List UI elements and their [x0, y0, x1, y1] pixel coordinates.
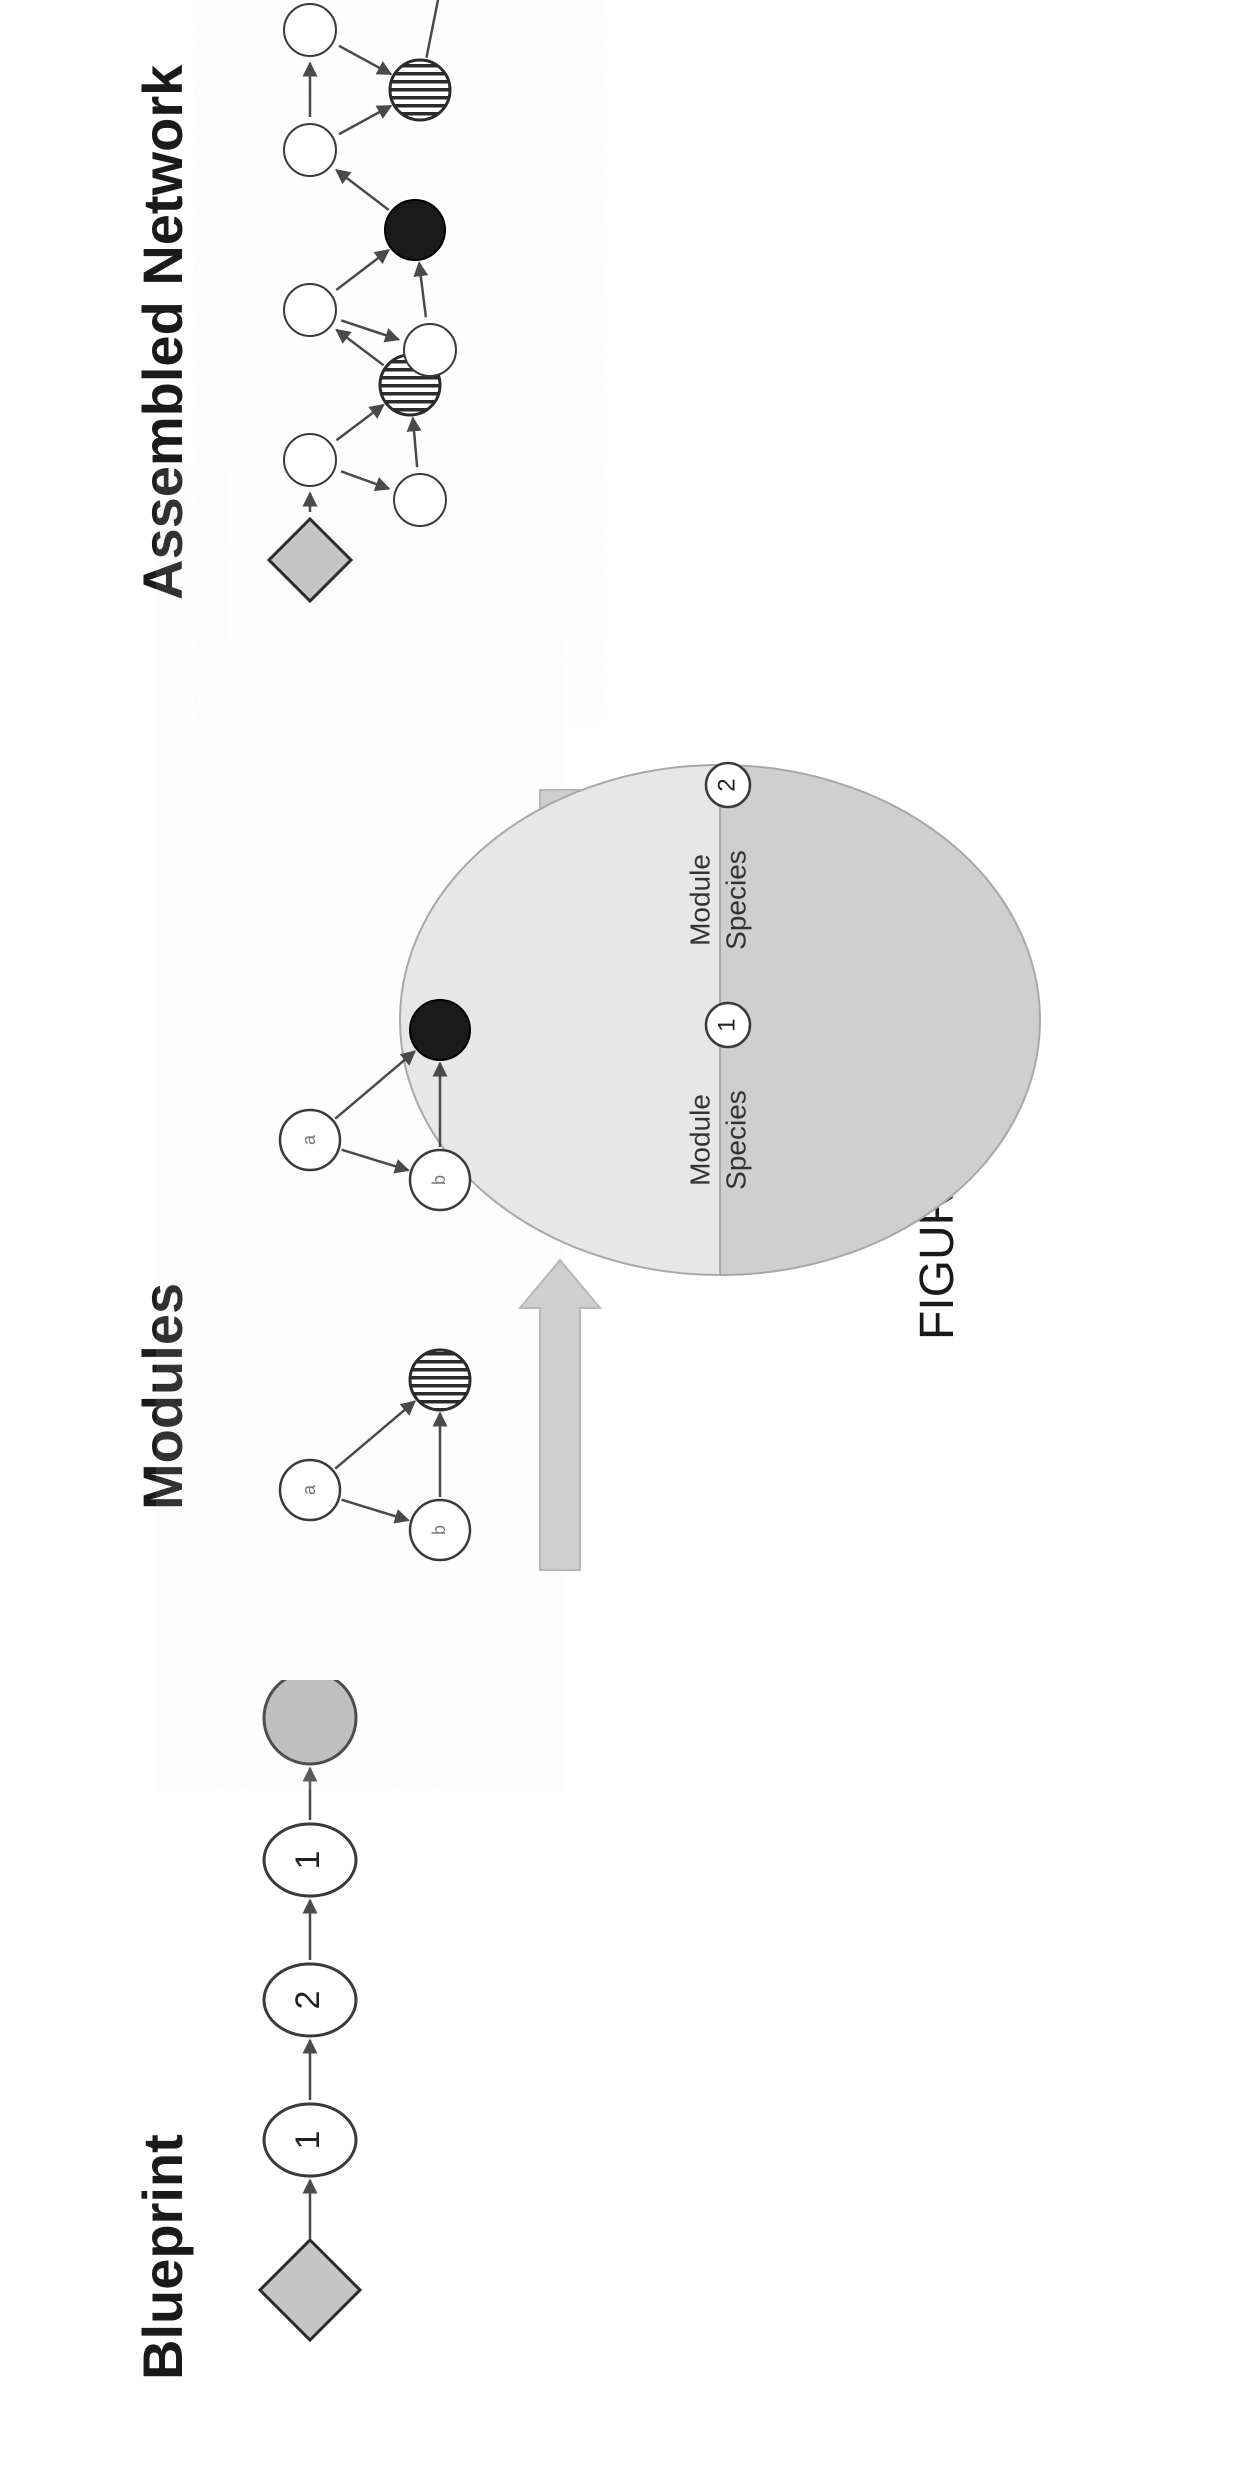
diagram-canvas: 121ModuleSpecies1ModuleSpecies2abab — [0, 0, 1240, 2477]
svg-text:2: 2 — [713, 778, 740, 791]
svg-text:b: b — [429, 1175, 449, 1185]
svg-text:Species: Species — [720, 1090, 751, 1190]
svg-text:Module: Module — [684, 854, 715, 946]
svg-text:2: 2 — [289, 1991, 327, 2010]
svg-text:Module: Module — [684, 1094, 715, 1186]
svg-text:Species: Species — [720, 850, 751, 950]
svg-text:b: b — [429, 1525, 449, 1535]
svg-text:1: 1 — [713, 1018, 740, 1031]
svg-text:a: a — [299, 1134, 319, 1145]
svg-text:1: 1 — [289, 2131, 327, 2150]
svg-text:a: a — [299, 1484, 319, 1495]
svg-text:1: 1 — [289, 1851, 327, 1870]
